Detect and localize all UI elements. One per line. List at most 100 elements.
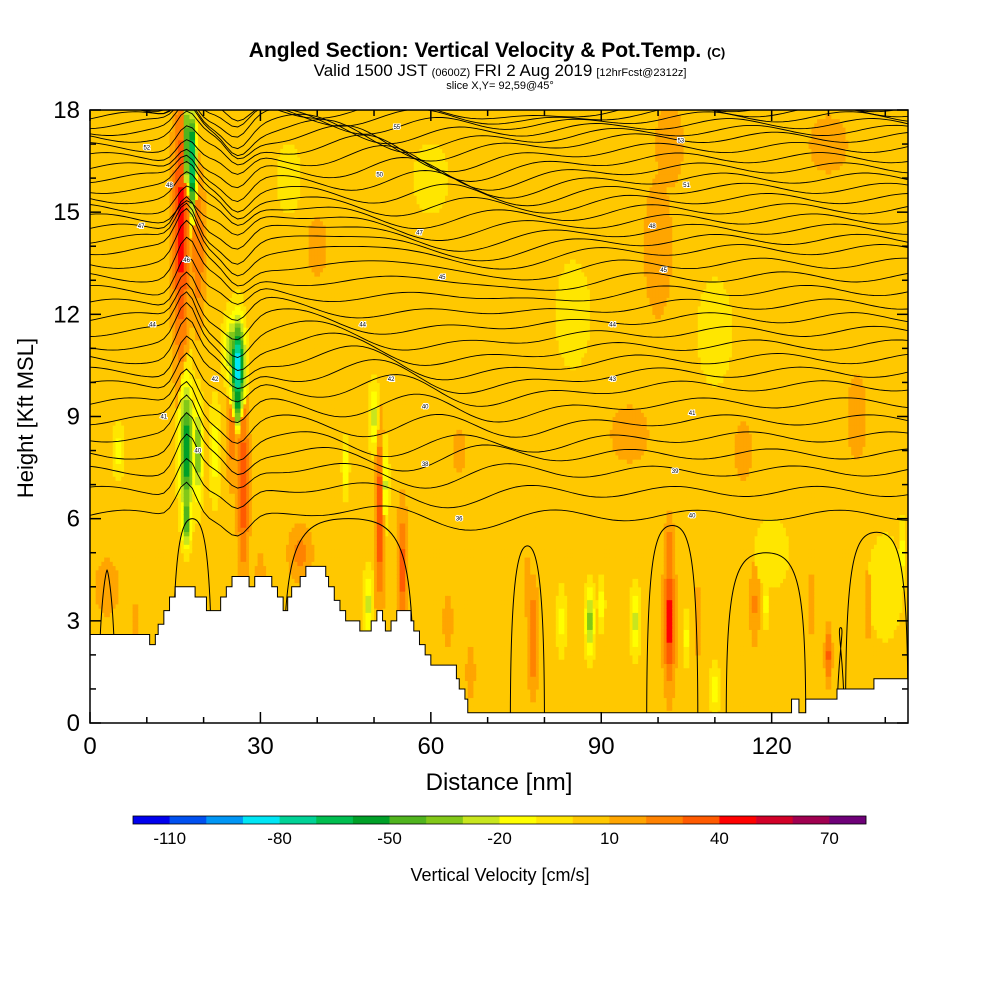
field-cell [109, 629, 114, 635]
field-cell [118, 224, 122, 230]
field-cell [149, 514, 154, 520]
field-cell [109, 203, 114, 209]
field-cell [95, 293, 100, 298]
field-cell [132, 390, 137, 396]
field-cell [146, 190, 151, 196]
field-cell [104, 497, 108, 503]
field-cell [121, 510, 125, 516]
field-cell [107, 361, 111, 367]
field-cell [126, 518, 131, 524]
field-cell [132, 459, 137, 464]
field-cell [98, 118, 102, 124]
field-cell [90, 510, 94, 516]
field-cell [101, 212, 105, 218]
field-cell [149, 552, 154, 558]
field-cell [121, 582, 125, 588]
field-cell [118, 339, 122, 345]
field-cell [146, 114, 151, 120]
field-cell [118, 522, 122, 528]
field-cell [92, 548, 97, 554]
field-cell [104, 288, 108, 294]
field-cell [132, 476, 137, 481]
field-cell [149, 395, 154, 401]
field-cell [141, 186, 145, 192]
field-cell [112, 518, 117, 524]
field-cell [104, 310, 108, 315]
field-cell [135, 420, 139, 426]
field-cell [129, 467, 134, 473]
field-cell [107, 220, 111, 226]
field-cell [146, 629, 151, 635]
field-cell [101, 152, 105, 158]
field-cell [112, 148, 117, 154]
field-cell [107, 450, 111, 456]
field-cell [95, 148, 100, 154]
field-cell [112, 207, 117, 213]
field-cell [107, 531, 111, 537]
field-cell [141, 352, 145, 358]
field-cell [129, 608, 134, 613]
field-cell [92, 135, 97, 141]
field-cell [90, 127, 94, 132]
field-cell [121, 544, 125, 550]
field-cell [101, 314, 105, 320]
field-cell [101, 459, 105, 464]
field-cell [98, 139, 102, 145]
field-cell [132, 365, 137, 371]
field-cell [92, 314, 97, 320]
field-cell [107, 599, 111, 605]
field-cell [115, 595, 119, 601]
field-cell [101, 288, 105, 294]
field-cell [126, 271, 131, 277]
field-cell [129, 552, 134, 558]
field-cell [138, 412, 142, 418]
field-cell [124, 620, 128, 626]
field-cell [141, 416, 145, 422]
field-cell [109, 161, 114, 166]
field-cell [146, 514, 151, 520]
field-cell [132, 369, 137, 375]
field-cell [143, 591, 148, 596]
field-cell [92, 305, 97, 311]
field-cell [135, 182, 139, 188]
field-cell [92, 199, 97, 205]
field-cell [149, 582, 154, 588]
field-cell [121, 310, 125, 315]
field-cell [146, 595, 151, 601]
field-cell [149, 386, 154, 392]
field-cell [132, 207, 137, 213]
field-cell [98, 331, 102, 337]
field-cell [143, 620, 148, 626]
field-cell [124, 459, 128, 464]
field-cell [141, 514, 145, 520]
field-cell [132, 493, 137, 498]
field-cell [138, 591, 142, 596]
field-cell [104, 233, 108, 239]
field-cell [138, 352, 142, 358]
field-cell [118, 578, 122, 584]
field-cell [98, 425, 102, 430]
field-cell [141, 318, 145, 324]
field-cell [141, 139, 145, 145]
field-cell [126, 212, 131, 218]
field-cell [98, 578, 102, 584]
field-cell [98, 531, 102, 537]
field-cell [121, 497, 125, 503]
field-cell [90, 608, 94, 613]
field-cell [129, 578, 134, 584]
field-cell [98, 237, 102, 243]
field-cell [138, 246, 142, 252]
field-cell [126, 476, 131, 481]
field-cell [118, 165, 122, 171]
field-cell [112, 480, 117, 486]
field-cell [129, 565, 134, 571]
field-cell [149, 348, 154, 354]
field-cell [118, 442, 122, 447]
field-cell [129, 556, 134, 562]
field-cell [146, 310, 151, 315]
field-cell [107, 203, 111, 209]
field-cell [118, 305, 122, 311]
field-cell [104, 156, 108, 162]
field-cell [95, 110, 100, 115]
field-cell [121, 488, 125, 494]
